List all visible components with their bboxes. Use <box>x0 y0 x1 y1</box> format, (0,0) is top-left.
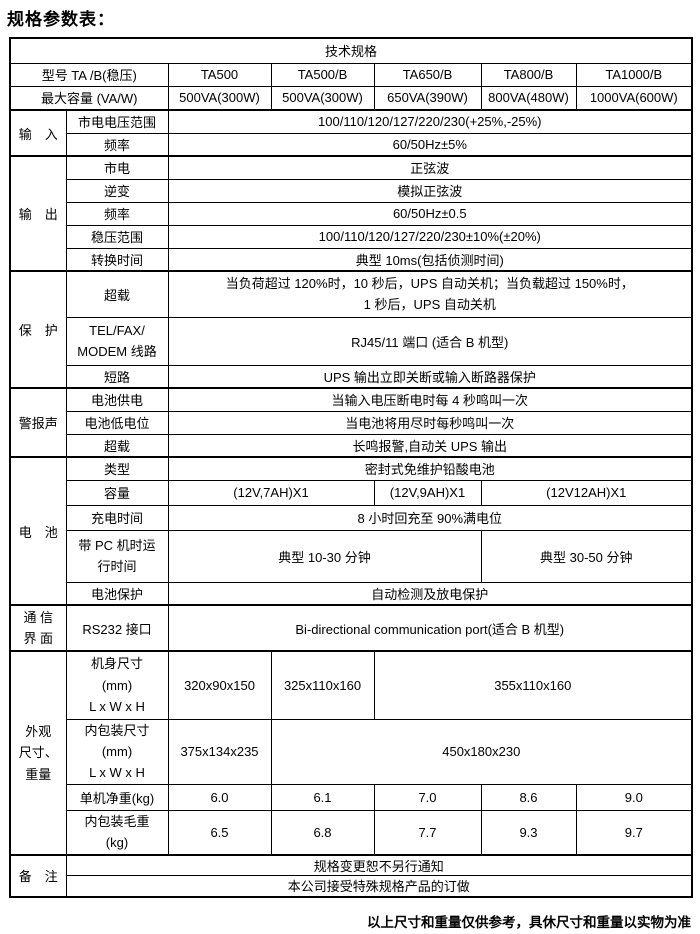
size-cell: 325x110x160 <box>270 650 375 720</box>
row-label: 短路 <box>65 364 169 389</box>
battery-capacity-cell: (12V,7AH)X1 <box>167 479 375 506</box>
group-label-comm: 通 信 界 面 <box>9 604 67 652</box>
group-label-output: 输 出 <box>9 155 67 272</box>
group-label-appearance: 外观 尺寸、 重量 <box>9 650 67 856</box>
runtime-cell: 典型 10-30 分钟 <box>167 529 482 583</box>
group-label-battery: 电 池 <box>9 456 67 606</box>
row-label: 超载 <box>65 270 169 318</box>
capacity-cell: 500VA(300W) <box>270 85 375 111</box>
row-label: 市电 <box>65 155 169 180</box>
value-cell: 自动检测及放电保护 <box>167 581 693 606</box>
value-cell: 100/110/120/127/220/230(+25%,-25%) <box>167 109 693 134</box>
weight-cell: 7.0 <box>373 783 482 811</box>
row-label: 机身尺寸 (mm) L x W x H <box>65 650 169 720</box>
note-cell: 本公司接受特殊规格产品的订做 <box>65 875 693 898</box>
capacity-cell: 500VA(300W) <box>167 85 272 111</box>
row-label: 超载 <box>65 433 169 458</box>
row-label: 电池低电位 <box>65 410 169 435</box>
value-cell: UPS 输出立即关断或输入断路器保护 <box>167 364 693 389</box>
row-label: 充电时间 <box>65 504 169 531</box>
row-label: 频率 <box>65 132 169 157</box>
tech-spec-header: 技术规格 <box>9 37 693 64</box>
row-label: 类型 <box>65 456 169 481</box>
weight-cell: 8.6 <box>480 783 577 811</box>
value-cell: 当电池将用尽时每秒鸣叫一次 <box>167 410 693 435</box>
value-cell: 密封式免维护铅酸电池 <box>167 456 693 481</box>
size-cell: 320x90x150 <box>167 650 272 720</box>
row-label: 内包装尺寸 (mm) L x W x H <box>65 718 169 785</box>
row-label: 转换时间 <box>65 247 169 272</box>
row-label: 电池保护 <box>65 581 169 606</box>
value-cell: 典型 10ms(包括侦测时间) <box>167 247 693 272</box>
row-label: 频率 <box>65 201 169 226</box>
row-label: RS232 接口 <box>65 604 169 652</box>
group-label-alarm: 警报声 <box>9 387 67 458</box>
capacity-cell: 800VA(480W) <box>480 85 577 111</box>
row-label: 单机净重(kg) <box>65 783 169 811</box>
group-label-protection: 保 护 <box>9 270 67 389</box>
value-cell: 100/110/120/127/220/230±10%(±20%) <box>167 224 693 249</box>
page-title: 规格参数表： <box>7 10 115 29</box>
row-label: 市电电压范围 <box>65 109 169 134</box>
group-label-input: 输 入 <box>9 109 67 157</box>
row-label: 带 PC 机时运 行时间 <box>65 529 169 583</box>
capacity-row-label: 最大容量 (VA/W) <box>9 85 169 111</box>
footer-note: 以上尺寸和重量仅供参考，具休尺寸和重量以实物为准 <box>367 914 691 930</box>
value-cell: 60/50Hz±0.5 <box>167 201 693 226</box>
row-label: 逆变 <box>65 178 169 203</box>
weight-cell: 6.1 <box>270 783 375 811</box>
model-cell: TA500 <box>167 62 272 87</box>
value-cell: 模拟正弦波 <box>167 178 693 203</box>
note-cell: 规格变更恕不另行通知 <box>65 853 693 877</box>
model-cell: TA650/B <box>373 62 482 87</box>
model-row-label: 型号 TA /B(稳压) <box>9 62 169 87</box>
size-cell: 450x180x230 <box>270 718 693 785</box>
capacity-cell: 650VA(390W) <box>373 85 482 111</box>
battery-capacity-cell: (12V12AH)X1 <box>480 479 693 506</box>
value-cell: Bi-directional communication port(适合 B 机… <box>167 604 693 652</box>
weight-cell: 6.8 <box>270 809 375 856</box>
value-cell: 当负荷超过 120%时，10 秒后，UPS 自动关机；当负载超过 150%时， … <box>167 270 693 318</box>
weight-cell: 6.5 <box>167 809 272 856</box>
row-label: 内包装毛重 (kg) <box>65 809 169 856</box>
row-label: 容量 <box>65 479 169 506</box>
weight-cell: 9.7 <box>575 809 693 856</box>
value-cell: 60/50Hz±5% <box>167 132 693 157</box>
row-label: 稳压范围 <box>65 224 169 249</box>
group-label-notes: 备 注 <box>9 853 67 898</box>
runtime-cell: 典型 30-50 分钟 <box>480 529 693 583</box>
size-cell: 375x134x235 <box>167 718 272 785</box>
model-cell: TA500/B <box>270 62 375 87</box>
row-label: TEL/FAX/ MODEM 线路 <box>65 316 169 366</box>
weight-cell: 9.3 <box>480 809 577 856</box>
spec-table: 技术规格 型号 TA /B(稳压) TA500 TA500/B TA650/B … <box>9 37 694 898</box>
size-cell: 355x110x160 <box>373 650 693 720</box>
weight-cell: 7.7 <box>373 809 482 856</box>
value-cell: 当输入电压断电时每 4 秒鸣叫一次 <box>167 387 693 412</box>
model-cell: TA800/B <box>480 62 577 87</box>
battery-capacity-cell: (12V,9AH)X1 <box>373 479 482 506</box>
model-cell: TA1000/B <box>575 62 693 87</box>
value-cell: RJ45/11 端口 (适合 B 机型) <box>167 316 693 366</box>
value-cell: 长鸣报警,自动关 UPS 输出 <box>167 433 693 458</box>
row-label: 电池供电 <box>65 387 169 412</box>
weight-cell: 9.0 <box>575 783 693 811</box>
weight-cell: 6.0 <box>167 783 272 811</box>
value-cell: 8 小时回充至 90%满电位 <box>167 504 693 531</box>
value-cell: 正弦波 <box>167 155 693 180</box>
capacity-cell: 1000VA(600W) <box>575 85 693 111</box>
